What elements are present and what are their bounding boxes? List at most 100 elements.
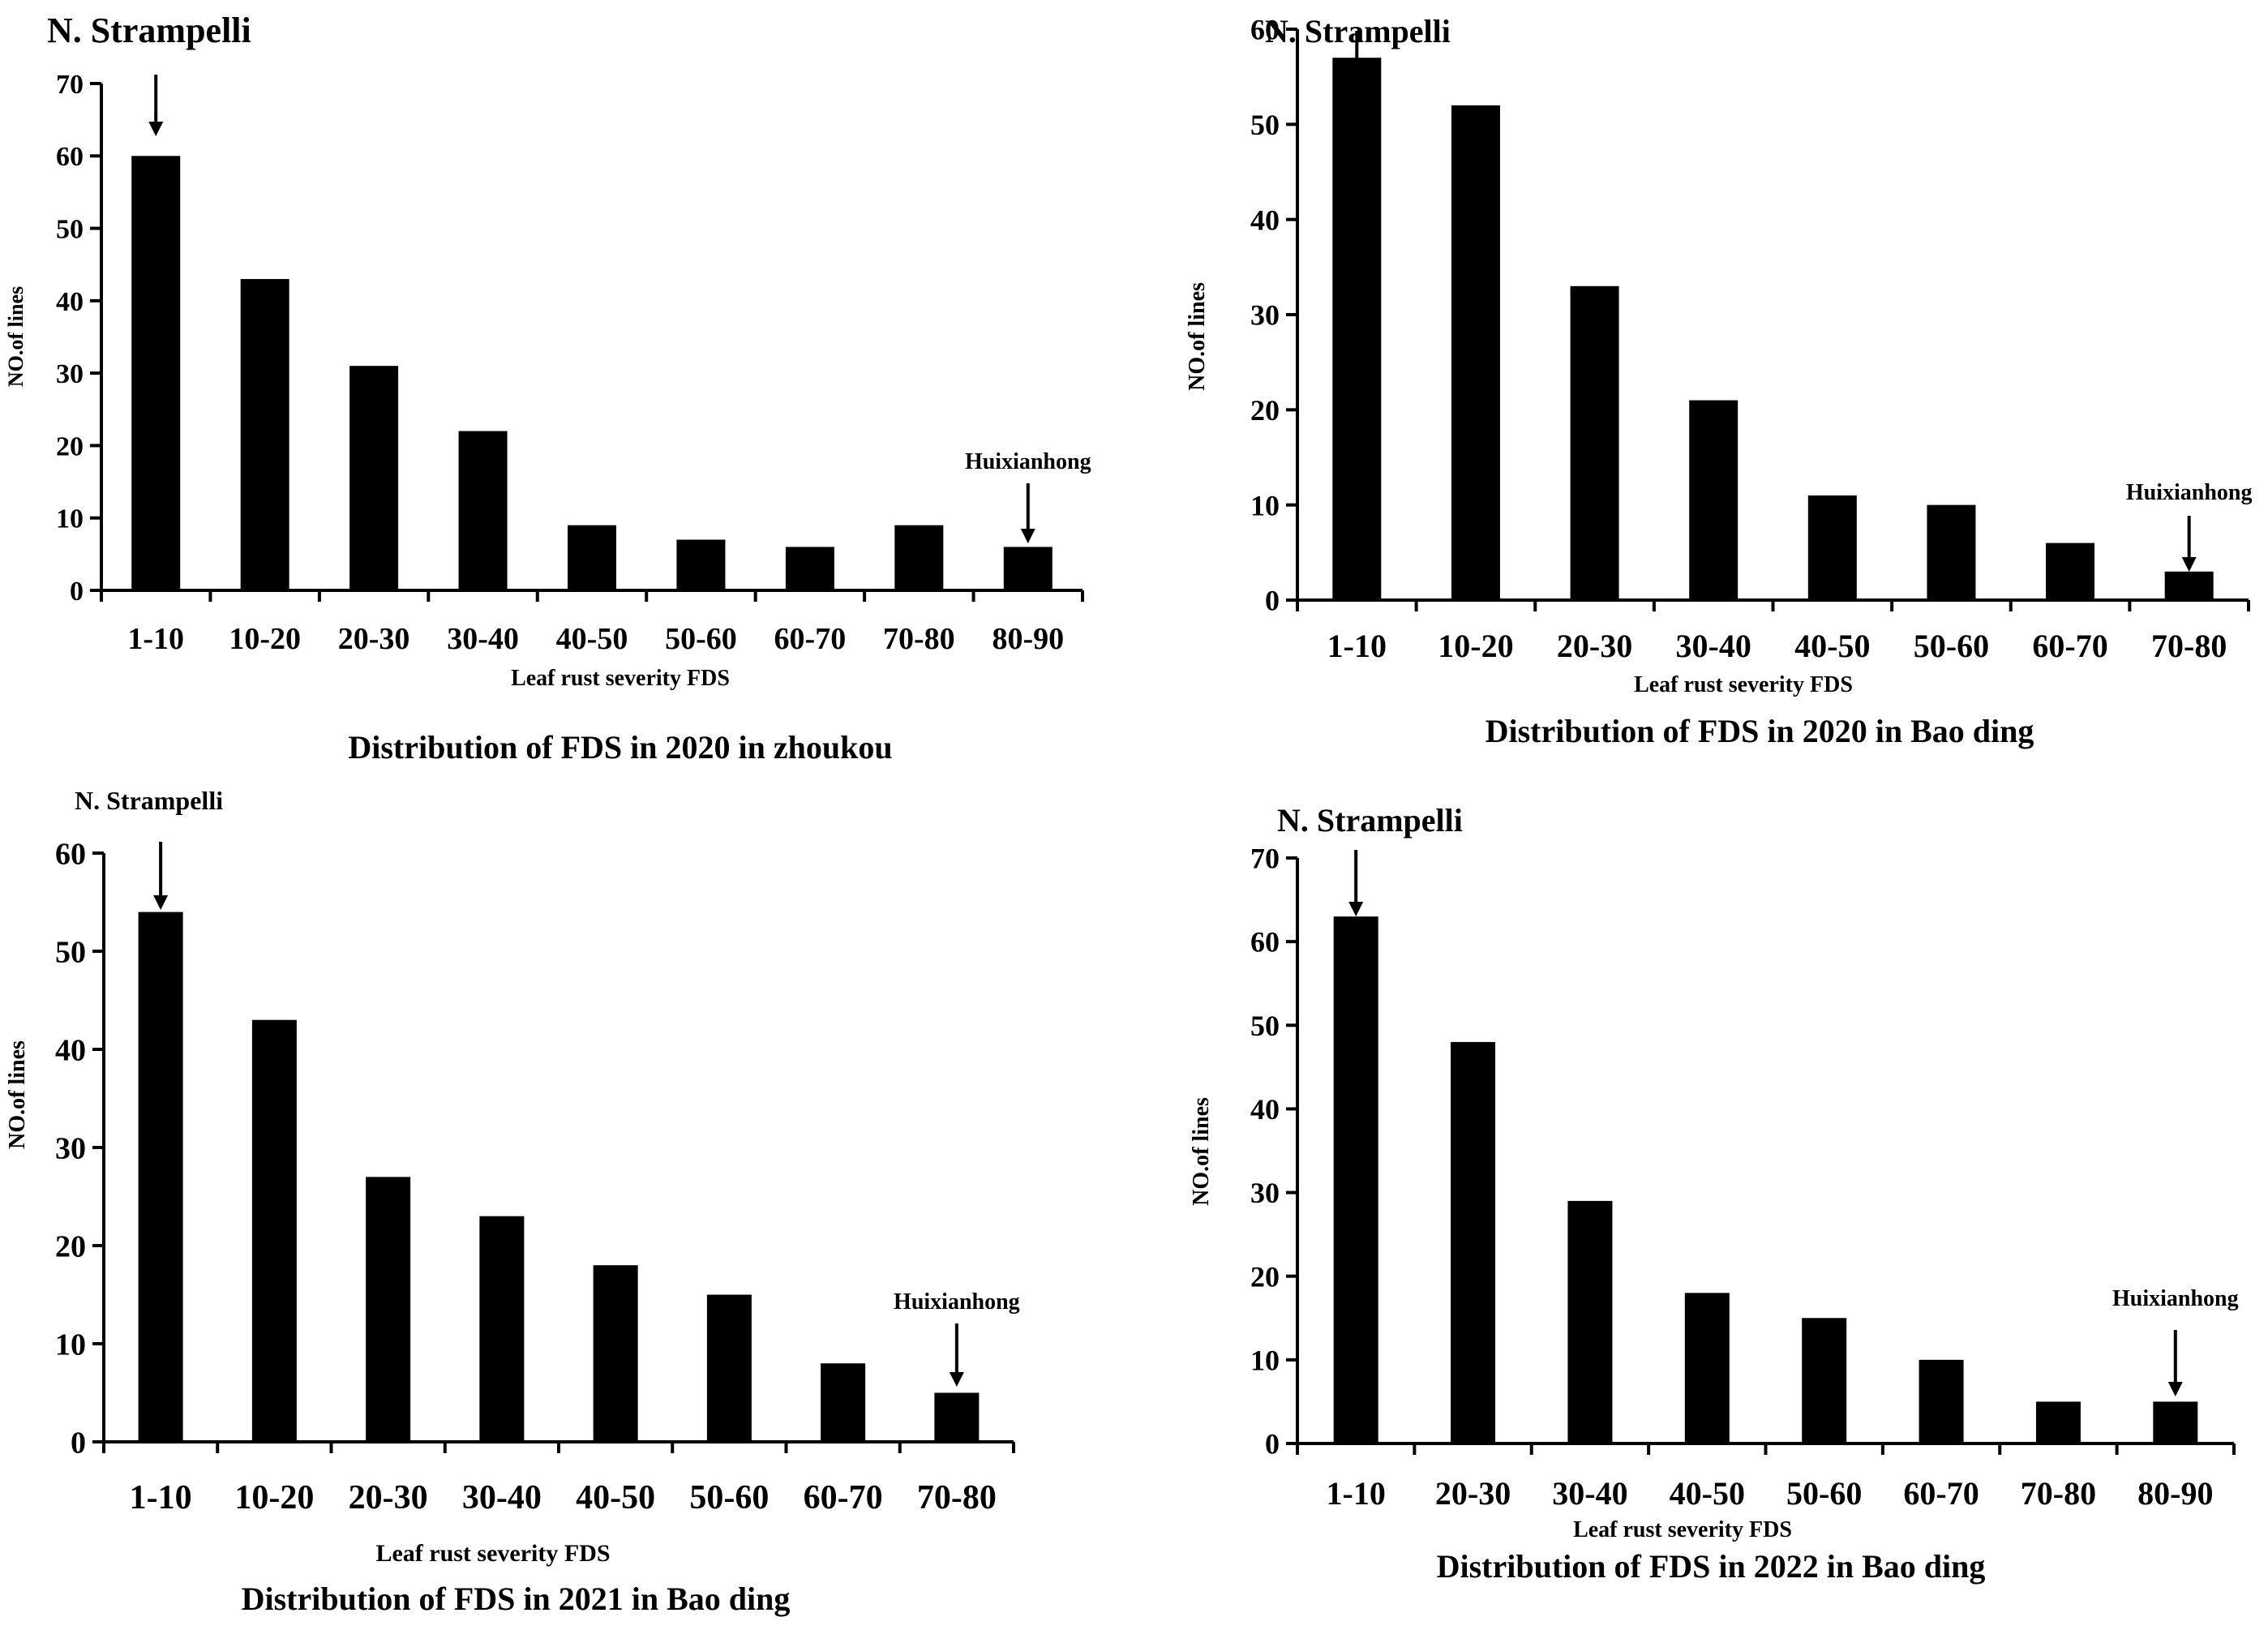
x-tick-label: 50-60 xyxy=(1914,628,1989,664)
bar xyxy=(676,539,726,590)
chart-panel-zhoukou-2020: 0 10 20 30 40 50 60 70 1-10 10-20 20-30 30-40 40-50 5… xyxy=(4,11,1091,766)
bar xyxy=(1919,1359,1964,1443)
y-tick-label: 0 xyxy=(1265,1428,1280,1461)
y-tick-label: 60 xyxy=(1250,14,1280,46)
y-tick-label: 40 xyxy=(55,1033,86,1067)
annotation-huixianhong: Huixianhong xyxy=(894,1289,1020,1315)
x-tick-label: 1-10 xyxy=(1327,1475,1386,1512)
x-tick-label: 1-10 xyxy=(127,622,184,656)
bar xyxy=(1003,547,1053,590)
bar xyxy=(1802,1318,1847,1443)
y-tick-label: 20 xyxy=(55,1229,86,1263)
bar xyxy=(240,279,289,590)
bar xyxy=(2035,1401,2081,1443)
x-axis-label: Leaf rust severity FDS xyxy=(1573,1517,1792,1542)
y-tick-label: 30 xyxy=(55,1131,86,1165)
annotation-arrow xyxy=(2181,516,2197,572)
x-tick-label: 70-80 xyxy=(2151,628,2227,664)
bar xyxy=(251,1019,297,1442)
chart-panel-baoding-2021: 0 10 20 30 40 50 60 1-10 10-20 20-30 30-40 40-50 50-… xyxy=(5,786,1020,1617)
y-tick-label: 10 xyxy=(55,1328,86,1362)
x-tick-label: 30-40 xyxy=(447,622,519,656)
bar xyxy=(138,912,183,1442)
y-tick-label: 60 xyxy=(56,142,84,172)
chart-title: Distribution of FDS in 2022 in Bao ding xyxy=(1437,1548,1986,1585)
x-axis-label: Leaf rust severity FDS xyxy=(375,1540,610,1567)
y-tick-label: 50 xyxy=(56,214,84,244)
y-tick-label: 20 xyxy=(56,431,84,461)
annotation-huixianhong: Huixianhong xyxy=(2126,480,2253,505)
y-tick-label: 40 xyxy=(1250,1093,1280,1126)
bar xyxy=(1807,495,1857,600)
bar xyxy=(706,1294,752,1442)
x-tick-label: 1-10 xyxy=(130,1479,192,1516)
x-tick-label: 60-70 xyxy=(2032,628,2107,664)
y-tick-label: 50 xyxy=(1250,109,1280,141)
bar xyxy=(1451,1041,1496,1443)
bar xyxy=(568,525,616,590)
y-tick-label: 40 xyxy=(56,287,84,317)
bar xyxy=(479,1216,525,1442)
arrow-head xyxy=(2167,1382,2183,1396)
y-axis-label: NO.of lines xyxy=(5,1040,30,1149)
chart-title: Distribution of FDS in 2020 in zhoukou xyxy=(348,729,892,766)
y-tick-label: 0 xyxy=(70,577,84,607)
y-tick-label: 30 xyxy=(1250,1177,1280,1209)
x-tick-label: 60-70 xyxy=(1903,1475,1979,1512)
bar xyxy=(1927,504,1976,600)
chart-panel-baoding-2022: 0 10 20 30 40 50 60 70 1-10 20-30 30-40 40-50 50-60 6… xyxy=(1189,802,2239,1585)
annotation-arrow xyxy=(949,1323,964,1387)
arrow-head xyxy=(949,1372,964,1387)
bar xyxy=(2164,571,2214,600)
chart-title: Distribution of FDS in 2020 in Bao ding xyxy=(1486,713,2034,749)
chart-panel-baoding-2020: 0 10 20 30 40 50 60 1-10 10-20 20-30 30-40 40-50 50-… xyxy=(1185,13,2253,749)
bar xyxy=(1689,400,1739,600)
y-axis-label: NO.of lines xyxy=(4,286,28,387)
annotation-arrow xyxy=(148,75,164,136)
bar xyxy=(1332,58,1382,600)
y-tick-label: 70 xyxy=(1250,843,1280,875)
y-tick-label: 30 xyxy=(56,359,84,389)
bar xyxy=(1567,1200,1613,1443)
y-tick-label: 70 xyxy=(56,70,84,100)
bar xyxy=(1684,1293,1730,1443)
x-tick-label: 50-60 xyxy=(689,1479,769,1516)
x-tick-label: 30-40 xyxy=(462,1479,542,1516)
bar xyxy=(1570,285,1619,600)
arrow-head xyxy=(1349,84,1365,99)
x-tick-label: 10-20 xyxy=(234,1479,314,1516)
bar xyxy=(366,1177,411,1442)
x-tick-label: 40-50 xyxy=(576,1479,655,1516)
y-axis-label: NO.of lines xyxy=(1185,282,1210,391)
y-tick-label: 50 xyxy=(55,935,86,969)
x-tick-label: 20-30 xyxy=(338,622,410,656)
x-tick-label: 10-20 xyxy=(229,622,301,656)
x-tick-label: 30-40 xyxy=(1676,628,1751,664)
annotation-arrow xyxy=(1348,850,1364,916)
annotation-arrow xyxy=(1020,483,1035,543)
annotation-n-strampelli: N. Strampelli xyxy=(47,11,251,50)
arrow-head xyxy=(2181,557,2197,572)
x-tick-label: 1-10 xyxy=(1327,628,1387,664)
x-tick-label: 70-80 xyxy=(883,622,955,656)
x-tick-label: 10-20 xyxy=(1438,628,1513,664)
y-axis-label: NO.of lines xyxy=(1189,1097,1214,1206)
arrow-head xyxy=(153,895,169,910)
annotation-n-strampelli: N. Strampelli xyxy=(75,786,223,815)
y-tick-label: 60 xyxy=(1250,926,1280,959)
bar xyxy=(1333,916,1378,1443)
x-tick-label: 50-60 xyxy=(1786,1475,1862,1512)
x-tick-label: 80-90 xyxy=(992,622,1064,656)
y-tick-label: 20 xyxy=(1250,1260,1280,1293)
x-tick-label: 20-30 xyxy=(1435,1475,1511,1512)
x-tick-label: 70-80 xyxy=(917,1479,997,1516)
x-tick-label: 80-90 xyxy=(2137,1475,2213,1512)
y-tick-label: 50 xyxy=(1250,1010,1280,1042)
arrow-head xyxy=(1020,529,1035,543)
arrow-head xyxy=(1348,902,1364,916)
x-axis-label: Leaf rust severity FDS xyxy=(1634,672,1853,697)
y-tick-label: 10 xyxy=(1250,489,1280,521)
bar xyxy=(1451,105,1500,600)
x-tick-label: 50-60 xyxy=(665,622,737,656)
